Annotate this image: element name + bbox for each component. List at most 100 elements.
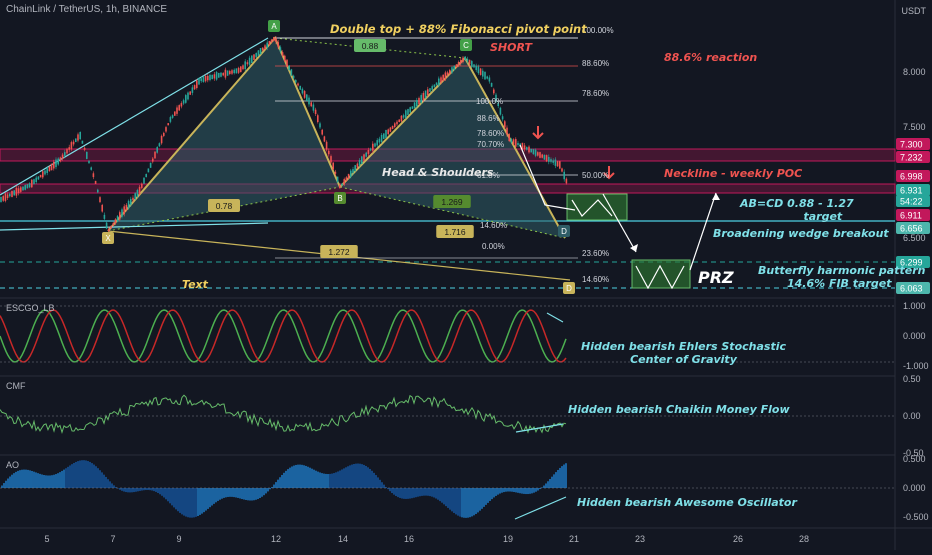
prz-label: PRZ (698, 268, 734, 287)
butterfly-line1: Butterfly harmonic pattern (758, 264, 926, 277)
ehlers-line1: Hidden bearish Ehlers Stochastic (581, 340, 786, 353)
ao-tick: 0.000 (903, 483, 926, 493)
cmf-panel-label[interactable]: CMF (6, 381, 26, 391)
pattern-point-d: D (558, 225, 570, 237)
ao-histogram (1, 460, 567, 518)
reaction-annotation: 88.6% reaction (664, 51, 758, 64)
pattern-point-b: B (334, 192, 346, 204)
ehlers-annotation: Hidden bearish Ehlers Stochastic Center … (581, 340, 786, 366)
svg-text:6.063: 6.063 (900, 284, 923, 294)
neckline-annotation: Neckline - weekly POC (664, 167, 803, 180)
fib-level-label: 70.70% (477, 140, 504, 149)
price-tag: 7.300 (896, 138, 930, 150)
abcd-line2: target (803, 210, 843, 223)
price-tag: 6.998 (896, 170, 930, 182)
fib-level-label: 88.60% (582, 59, 609, 68)
pattern-point-d: D (563, 282, 575, 294)
escgo-tick: 1.000 (903, 301, 926, 311)
prz-box (631, 259, 691, 289)
svg-text:6.931: 6.931 (900, 186, 923, 196)
fib-level-label: 88.6% (477, 114, 500, 123)
price-tick: 6.500 (903, 233, 926, 243)
abcd-line1: AB=CD 0.88 - 1.27 (740, 197, 854, 210)
abcd-annotation: AB=CD 0.88 - 1.27 target (740, 197, 854, 223)
ao-tick: -0.500 (903, 512, 929, 522)
head-shoulders-annotation: Head & Shoulders (382, 166, 494, 179)
ehlers-line2: Center of Gravity (630, 353, 737, 366)
currency-label: USDT (901, 6, 927, 16)
fib-level-label: 61.8% (477, 171, 500, 180)
time-tick: 5 (44, 534, 49, 544)
time-tick: 21 (569, 534, 579, 544)
ratio-badge: 1.269 (433, 195, 471, 208)
svg-text:X: X (105, 234, 111, 243)
time-tick: 19 (503, 534, 513, 544)
symbol-title[interactable]: ChainLink / TetherUS, 1h, BINANCE (6, 4, 168, 15)
fib-level-label: 14.60% (582, 275, 609, 284)
price-tag: 6.656 (896, 222, 930, 234)
svg-text:7.300: 7.300 (900, 140, 923, 150)
time-tick: 9 (176, 534, 181, 544)
text-annotation: Text (182, 278, 208, 291)
fib-level-label: 23.60% (582, 249, 609, 258)
time-tick: 7 (110, 534, 115, 544)
pattern-point-a: A (268, 20, 280, 32)
svg-text:C: C (463, 41, 469, 50)
svg-text:0.88: 0.88 (362, 41, 379, 51)
time-tick: 14 (338, 534, 348, 544)
svg-text:D: D (561, 227, 567, 236)
svg-text:0.78: 0.78 (216, 201, 233, 211)
svg-text:7.232: 7.232 (900, 153, 923, 163)
fib-level-label: 78.60% (582, 89, 609, 98)
cmf-oscillator (0, 394, 567, 435)
butterfly-line2: 14.6% FIB target (786, 277, 892, 290)
broadening-annotation: Broadening wedge breakout (713, 227, 889, 240)
svg-text:B: B (337, 194, 342, 203)
short-annotation: SHORT (490, 41, 532, 54)
svg-text:54:22: 54:22 (900, 197, 923, 207)
time-tick: 28 (799, 534, 809, 544)
svg-text:6.911: 6.911 (900, 211, 922, 221)
fib-level-label: 78.60% (477, 129, 504, 138)
ratio-badge: 0.78 (208, 199, 240, 212)
fib-level-label: 14.60% (480, 221, 507, 230)
fib-level-label: 100.00% (582, 26, 614, 35)
cmf-tick: -0.50 (903, 448, 924, 458)
price-tag: 54:22 (896, 195, 930, 207)
fib-level-label: 100.0% (476, 97, 503, 106)
fib-level-label: 0.00% (482, 242, 505, 251)
ratio-badge: 0.88 (354, 39, 386, 52)
pattern-point-c: C (460, 39, 472, 51)
price-tag: 6.299 (896, 256, 930, 268)
svg-text:D: D (566, 284, 572, 293)
fib-level-label: 50.00% (582, 171, 609, 180)
pattern-point-x: X (102, 232, 114, 244)
time-tick: 26 (733, 534, 743, 544)
escgo-tick: -1.000 (903, 361, 929, 371)
svg-text:A: A (271, 22, 277, 31)
time-tick: 12 (271, 534, 281, 544)
ratio-badge: 1.272 (320, 245, 358, 258)
time-tick: 16 (404, 534, 414, 544)
escgo-panel-label[interactable]: ESCGO_LB (6, 303, 55, 313)
svg-text:1.272: 1.272 (328, 247, 350, 257)
price-tick: 7.500 (903, 122, 926, 132)
time-tick: 23 (635, 534, 645, 544)
double-top-annotation: Double top + 88% Fibonacci pivot point (330, 22, 587, 36)
cmf-tick: 0.50 (903, 374, 921, 384)
chaikin-annotation: Hidden bearish Chaikin Money Flow (568, 403, 790, 416)
price-candles (0, 36, 568, 234)
price-tick: 8.000 (903, 67, 926, 77)
svg-text:6.656: 6.656 (900, 224, 923, 234)
ao-tick: 0.500 (903, 454, 926, 464)
price-tag: 6.931 (896, 184, 930, 196)
ao-panel-label[interactable]: AO (6, 460, 20, 470)
escgo-oscillator (0, 309, 567, 363)
price-tag: 7.232 (896, 151, 930, 163)
escgo-tick: 0.000 (903, 331, 926, 341)
price-tag: 6.063 (896, 282, 930, 294)
svg-text:6.299: 6.299 (900, 258, 923, 268)
butterfly-annotation: Butterfly harmonic pattern 14.6% FIB tar… (758, 264, 925, 290)
